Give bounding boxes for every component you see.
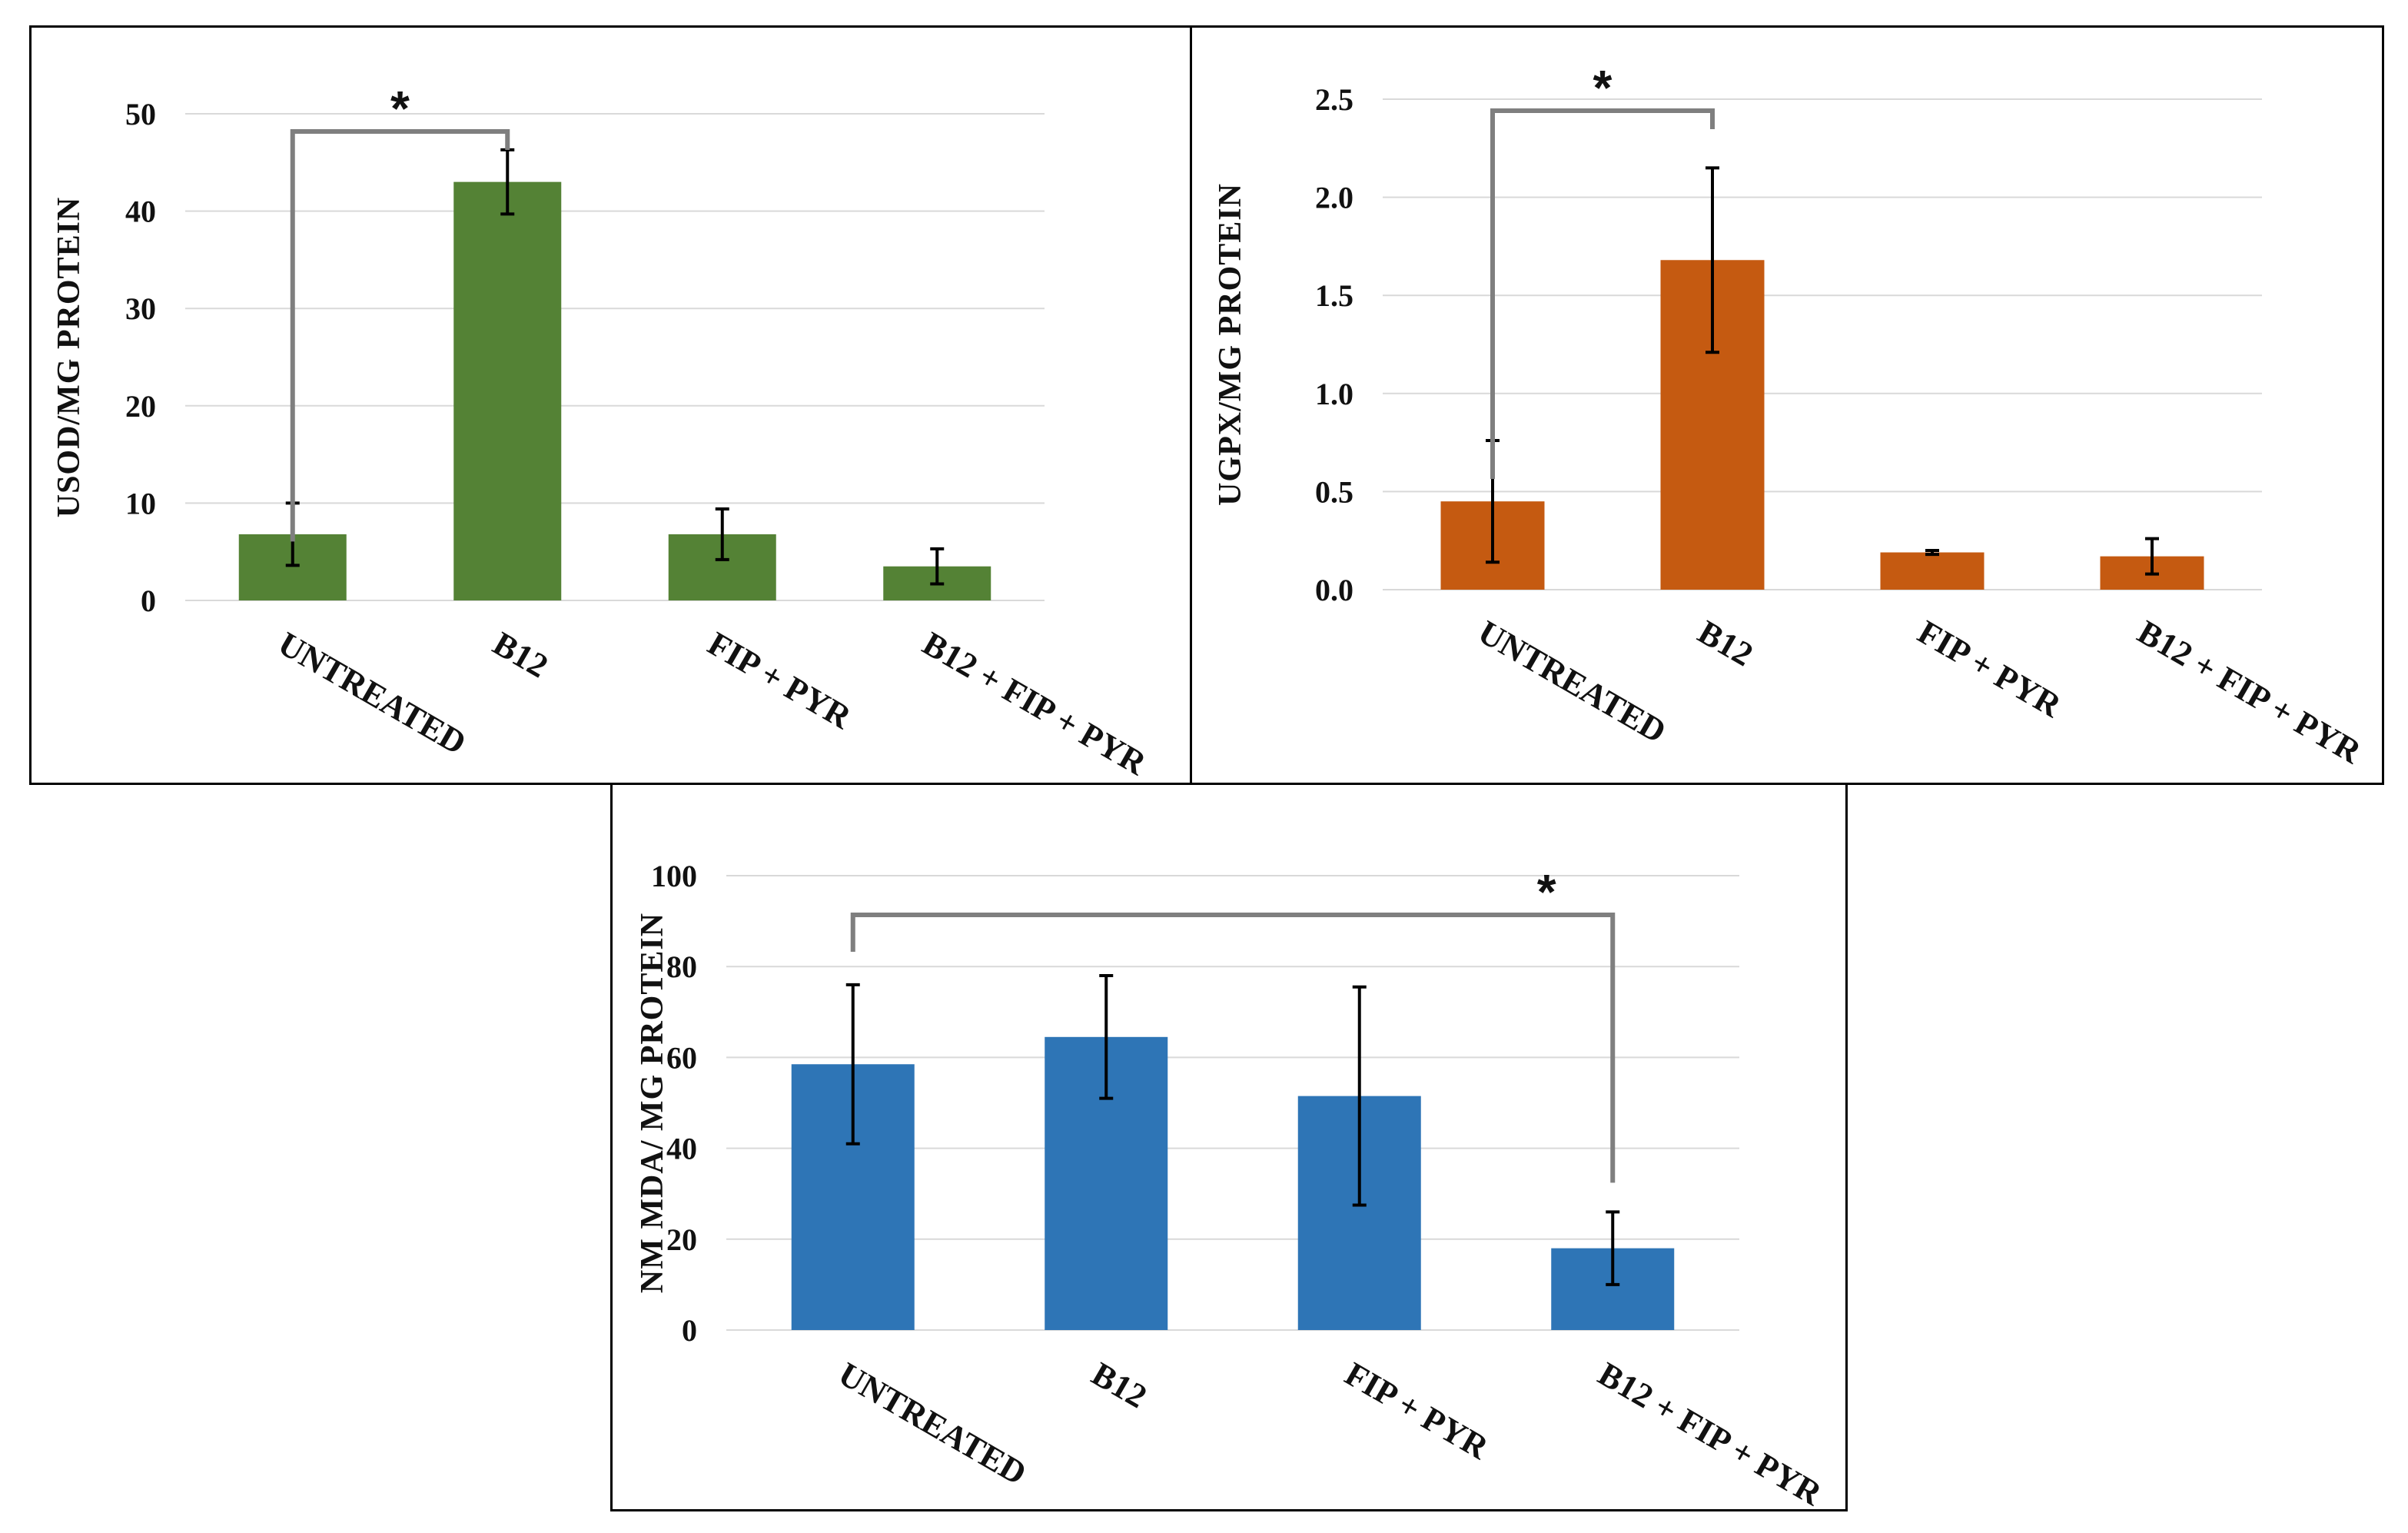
significance-star: * (1537, 864, 1556, 919)
chart-panel-gpx: 0.0 0.5 1.0 1.5 2.0 2.5 UGPX/MG PROTEIN UNTREAT… (1190, 25, 2384, 785)
y-tick-label: 80 (666, 949, 697, 984)
category-label: B12 (1692, 613, 1759, 673)
category-label: FIP + PYR (702, 624, 859, 737)
category-label: B12 (1085, 1355, 1153, 1415)
y-tick-label: 60 (666, 1040, 697, 1075)
bar-b12 (453, 181, 562, 600)
category-label: B12 (487, 624, 554, 685)
category-label: FIP + PYR (1911, 613, 2068, 725)
significance-bracket (850, 913, 1616, 1183)
y-tick-label: 20 (666, 1222, 697, 1257)
y-axis-label: NM MDA/ MG PROTEIN (635, 913, 670, 1293)
chart-sod: 0 10 20 30 40 50 USOD/MG PROTEIN UNTREATED B12 FI… (51, 81, 1153, 783)
y-tick-label: 20 (125, 389, 156, 424)
chart-mda: 0 20 40 60 80 100 NM MDA/ MG PROTEIN UNTREATED B… (635, 859, 1828, 1513)
bar-fip-pyr (1880, 552, 1985, 590)
category-label: FIP + PYR (1339, 1355, 1496, 1467)
y-axis-label: UGPX/MG PROTEIN (1213, 183, 1248, 506)
significance-star: * (390, 81, 410, 136)
error-bar (1925, 548, 1939, 557)
y-tick-label: 50 (125, 97, 156, 131)
y-tick-label: 0 (141, 584, 156, 618)
y-tick-label: 40 (666, 1132, 697, 1166)
error-bar (2145, 537, 2159, 576)
error-bar (1706, 166, 1719, 354)
chart-panel-sod: 0 10 20 30 40 50 USOD/MG PROTEIN UNTREATED B12 FI… (29, 25, 1194, 785)
y-tick-label: 2.0 (1315, 181, 1353, 215)
significance-star: * (1593, 60, 1613, 115)
y-tick-label: 0 (682, 1313, 697, 1348)
significance-bracket (1490, 108, 1715, 480)
y-tick-label: 30 (125, 291, 156, 326)
category-label: B12 + FIP + PYR (2131, 613, 2368, 771)
category-label: UNTREATED (832, 1355, 1033, 1492)
y-tick-label: 0.0 (1315, 573, 1353, 607)
y-tick-label: 40 (125, 195, 156, 229)
error-bar (930, 547, 945, 586)
chart-panel-mda: 0 20 40 60 80 100 NM MDA/ MG PROTEIN UNTREATED B… (610, 783, 1848, 1513)
y-axis-label: USOD/MG PROTEIN (51, 197, 87, 518)
y-tick-label: 100 (651, 859, 697, 893)
y-tick-label: 1.5 (1315, 278, 1353, 313)
y-tick-label: 0.5 (1315, 474, 1353, 509)
category-label: UNTREATED (1472, 613, 1672, 750)
category-label: UNTREATED (272, 624, 473, 762)
significance-bracket (290, 129, 510, 542)
error-bar (845, 983, 860, 1146)
category-label: B12 + FIP + PYR (916, 624, 1153, 783)
error-bar (1606, 1210, 1620, 1286)
error-bar (715, 507, 729, 561)
error-bar (1352, 985, 1367, 1207)
y-tick-label: 1.0 (1315, 377, 1353, 411)
error-bar (1099, 974, 1114, 1100)
chart-gpx: 0.0 0.5 1.0 1.5 2.0 2.5 UGPX/MG PROTEIN UNTREAT… (1213, 60, 2368, 771)
y-tick-label: 10 (125, 486, 156, 520)
y-tick-label: 2.5 (1315, 82, 1353, 117)
category-label: B12 + FIP + PYR (1592, 1355, 1828, 1513)
